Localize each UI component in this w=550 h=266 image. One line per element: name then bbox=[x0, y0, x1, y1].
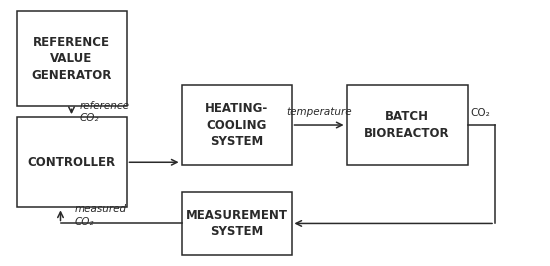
Text: MEASUREMENT
SYSTEM: MEASUREMENT SYSTEM bbox=[185, 209, 288, 238]
FancyBboxPatch shape bbox=[182, 192, 292, 255]
FancyBboxPatch shape bbox=[346, 85, 468, 165]
Text: BATCH
BIOREACTOR: BATCH BIOREACTOR bbox=[364, 110, 450, 140]
Text: reference
CO₂: reference CO₂ bbox=[80, 101, 130, 123]
Text: temperature: temperature bbox=[286, 107, 352, 117]
Text: HEATING-
COOLING
SYSTEM: HEATING- COOLING SYSTEM bbox=[205, 102, 268, 148]
Text: CO₂: CO₂ bbox=[470, 108, 490, 118]
Text: measured
CO₂: measured CO₂ bbox=[74, 204, 126, 227]
FancyBboxPatch shape bbox=[16, 117, 126, 207]
Text: CONTROLLER: CONTROLLER bbox=[28, 156, 115, 169]
FancyBboxPatch shape bbox=[182, 85, 292, 165]
Text: REFERENCE
VALUE
GENERATOR: REFERENCE VALUE GENERATOR bbox=[31, 36, 112, 81]
FancyBboxPatch shape bbox=[16, 11, 126, 106]
